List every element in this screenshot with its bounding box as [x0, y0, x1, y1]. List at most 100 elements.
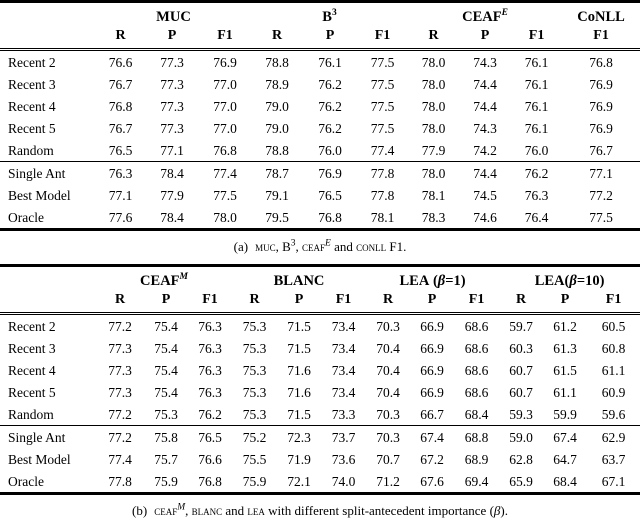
metric-value: 73.7 [331, 429, 356, 445]
metric-value: 59.9 [553, 406, 577, 422]
metric-value: 75.2 [242, 429, 267, 445]
subheader-cell: F1 [593, 28, 609, 43]
metric-value: 63.7 [601, 451, 626, 467]
row-label: Oracle [8, 473, 44, 489]
caption-text: , [185, 503, 192, 518]
superscript: 3 [331, 8, 337, 19]
metric-value: 71.5 [287, 340, 311, 356]
metric-value: 76.6 [198, 451, 222, 467]
metric-value: 72.3 [287, 429, 311, 445]
keyword-lea: LEA [247, 503, 265, 518]
group-header-lea-beta10: LEA(β=10) [499, 266, 640, 291]
metric-value: 78.0 [421, 120, 446, 136]
metric-value: 77.2 [589, 187, 613, 203]
caption-text: , [275, 239, 283, 254]
metric-value: 77.0 [213, 98, 237, 114]
metric-value: 71.5 [287, 318, 311, 334]
metric-value: 70.4 [376, 340, 400, 356]
subheader-cell: R [271, 28, 283, 43]
row-label: Recent 2 [8, 54, 56, 70]
row-label: Recent 5 [8, 120, 56, 136]
table-row: Best Model 77.1 77.9 77.5 79.1 76.5 77.8 78.1 74… [0, 184, 640, 206]
metric-value: 71.2 [376, 473, 400, 489]
subheader-cell: R [114, 292, 126, 307]
metric-value: 74.0 [331, 473, 356, 489]
metric-value: 77.4 [213, 165, 237, 181]
subheader-cell: P [167, 28, 177, 43]
group-label: B [322, 9, 332, 25]
metric-value: 75.4 [154, 340, 178, 356]
metric-value: 72.1 [287, 473, 311, 489]
table-b-model-rows: Single Ant 77.2 75.8 76.5 75.2 72.3 73.7 70.3 67… [0, 426, 640, 494]
table-row: Recent 5 76.7 77.3 77.0 79.0 76.2 77.5 78.0 74.3… [0, 117, 640, 139]
subheader-row: R P F1 R P F1 R P F1 F1 [0, 26, 640, 50]
row-label: Recent 3 [8, 340, 56, 356]
beta-symbol: β [569, 273, 577, 289]
metric-value: 75.3 [242, 318, 267, 334]
group-header-lea-beta1: LEA (β=1) [366, 266, 499, 291]
caption-label: (b) [132, 503, 148, 518]
metric-value: 67.1 [601, 473, 626, 489]
metric-value: 74.3 [473, 120, 497, 136]
metric-value: 77.6 [108, 209, 133, 225]
metric-value: 60.9 [601, 384, 626, 400]
metric-value: 68.8 [464, 429, 489, 445]
table-row: Recent 4 76.8 77.3 77.0 79.0 76.2 77.5 78.0 74.4… [0, 95, 640, 117]
row-label: Recent 2 [8, 318, 56, 334]
group-label-extra: ( [564, 273, 570, 289]
metric-value: 77.8 [370, 165, 395, 181]
metric-value: 76.9 [213, 54, 237, 70]
metric-value: 67.2 [420, 451, 444, 467]
caption-text: with different split-antecedent importan… [264, 503, 494, 518]
metric-value: 77.3 [160, 76, 184, 92]
metric-value: 78.1 [370, 209, 395, 225]
metric-value: 59.6 [601, 406, 626, 422]
metric-value: 76.5 [108, 142, 133, 158]
row-label: Recent 5 [8, 384, 56, 400]
metric-value: 71.6 [287, 384, 311, 400]
metric-value: 73.3 [331, 406, 356, 422]
corner-cell [0, 2, 96, 27]
table-row: Single Ant 76.3 78.4 77.4 78.7 76.9 77.8 78.0 74… [0, 162, 640, 185]
table-a: MUC B3 CEAFE CoNLL R P F1 R P F1 R P F1 F1 Recent… [0, 0, 640, 231]
metric-value: 77.1 [160, 142, 184, 158]
metric-value: 68.6 [464, 362, 489, 378]
metric-value: 62.9 [601, 429, 626, 445]
subheader-cell: F1 [202, 292, 218, 307]
metric-value: 59.7 [509, 318, 533, 334]
metric-value: 77.2 [108, 318, 132, 334]
metric-value: 77.5 [370, 98, 395, 114]
metric-value: 66.9 [420, 318, 444, 334]
row-label: Recent 4 [8, 362, 56, 378]
subheader-cell: F1 [528, 28, 545, 43]
metric-value: 78.0 [421, 165, 446, 181]
metric-value: 76.4 [524, 209, 549, 225]
corner-cell [0, 26, 96, 50]
metric-value: 67.6 [420, 473, 444, 489]
metric-value: 77.3 [108, 340, 132, 356]
metric-value: 74.4 [473, 76, 497, 92]
metric-value: 77.4 [108, 451, 132, 467]
metric-value: 76.7 [589, 142, 613, 158]
metric-value: 77.4 [370, 142, 395, 158]
metric-value: 75.3 [242, 406, 267, 422]
subheader-cell: P [427, 292, 437, 307]
row-label: Recent 3 [8, 76, 56, 92]
metric-value: 78.1 [421, 187, 446, 203]
metric-value: 76.3 [198, 340, 222, 356]
keyword-b: B [282, 239, 291, 254]
metric-value: 70.4 [376, 384, 400, 400]
table-row: Best Model 77.4 75.7 76.6 75.5 71.9 73.6 70.7 67… [0, 448, 640, 470]
table-row: Recent 2 77.2 75.4 76.3 75.3 71.5 73.4 70.3 66.9… [0, 314, 640, 338]
metric-value: 76.2 [198, 406, 222, 422]
metric-value: 77.3 [160, 98, 184, 114]
subheader-cell: R [428, 28, 439, 43]
metric-value: 79.1 [265, 187, 289, 203]
metric-value: 78.4 [160, 209, 184, 225]
table-row: Random 77.2 75.3 76.2 75.3 71.5 73.3 70.3 66.7 68… [0, 403, 640, 426]
group-header-b3: B3 [251, 2, 408, 27]
metric-value: 77.9 [421, 142, 446, 158]
metric-value: 74.6 [473, 209, 497, 225]
metric-value: 76.9 [318, 165, 342, 181]
table-row: Recent 3 76.7 77.3 77.0 78.9 76.2 77.5 78.0 74.4… [0, 73, 640, 95]
